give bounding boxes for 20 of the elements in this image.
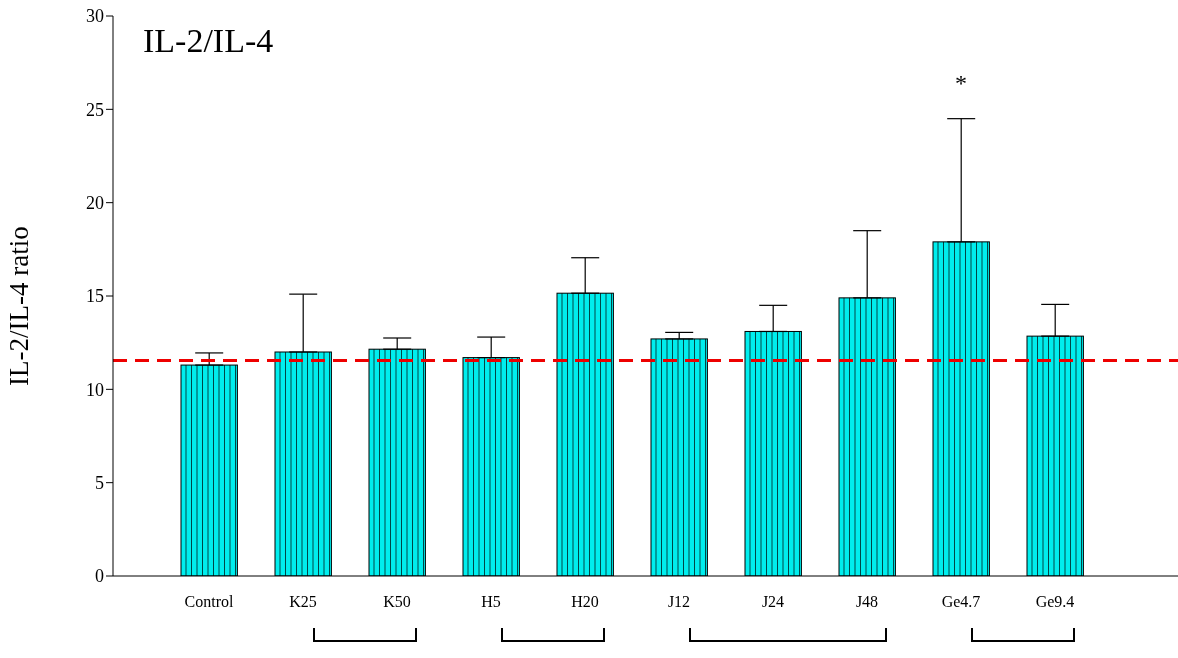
x-tick-label: J12	[667, 593, 691, 611]
x-tick-label: Ge9.4	[1035, 593, 1075, 611]
y-tick-label: 20	[86, 193, 104, 214]
x-tick-label: Ge4.7	[941, 593, 981, 611]
annotation: *	[955, 70, 967, 97]
y-tick-label: 0	[95, 566, 104, 587]
y-tick-label: 30	[86, 6, 104, 27]
y-tick-label: 15	[86, 286, 104, 307]
x-tick-label: K25	[289, 593, 317, 611]
chart-title: IL-2/IL-4	[143, 22, 274, 60]
y-axis-title: IL-2/IL-4 ratio	[3, 226, 34, 386]
x-tick-label: J48	[855, 593, 879, 611]
x-tick-label: H20	[571, 593, 599, 611]
y-tick-label: 25	[86, 99, 104, 120]
x-tick-label: J24	[761, 593, 785, 611]
x-tick-label: Control	[184, 593, 234, 611]
y-tick-label: 5	[95, 473, 104, 494]
y-tick-label: 10	[86, 379, 104, 400]
x-tick-label: K50	[383, 593, 411, 611]
x-tick-label: H5	[481, 593, 501, 611]
